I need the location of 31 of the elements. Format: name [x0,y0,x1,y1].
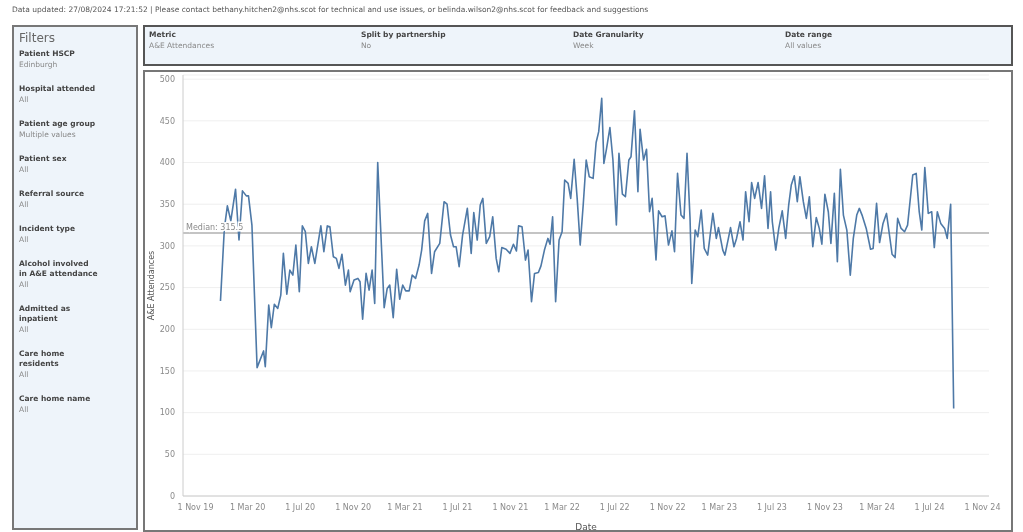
y-tick-label: 100 [159,408,175,418]
x-axis-title: Date [575,522,598,532]
x-tick-label: 1 Jul 21 [442,502,473,512]
x-tick-label: 1 Mar 22 [544,502,580,512]
x-tick-label: 1 Nov 19 [177,502,214,512]
x-tick-label: 1 Jul 23 [756,502,787,512]
x-tick-label: 1 Nov 20 [335,502,372,512]
x-tick-label: 1 Nov 23 [806,502,843,512]
x-tick-label: 1 Nov 24 [964,502,1001,512]
y-tick-label: 400 [159,158,175,168]
x-tick-label: 1 Jul 24 [914,502,945,512]
y-tick-label: 200 [159,325,175,335]
y-tick-label: 50 [164,450,175,460]
x-tick-label: 1 Jul 22 [599,502,630,512]
y-tick-label: 500 [159,75,175,85]
y-axis-title: A&E Attendances [146,250,156,321]
y-tick-label: 150 [159,366,175,376]
y-tick-label: 450 [159,116,175,126]
x-tick-label: 1 Mar 23 [701,502,738,512]
line-series [219,97,955,410]
x-tick-label: 1 Mar 24 [859,502,895,512]
x-tick-label: 1 Mar 20 [229,502,266,512]
x-tick-label: 1 Nov 22 [649,502,686,512]
y-tick-label: 300 [159,241,175,251]
x-tick-label: 1 Nov 21 [492,502,529,512]
x-tick-label: 1 Mar 21 [387,502,423,512]
text: Filters [19,31,56,45]
y-tick-label: 0 [169,491,175,501]
y-tick-label: 250 [159,283,175,293]
x-tick-label: 1 Jul 20 [285,502,316,512]
y-tick-label: 350 [159,200,175,210]
